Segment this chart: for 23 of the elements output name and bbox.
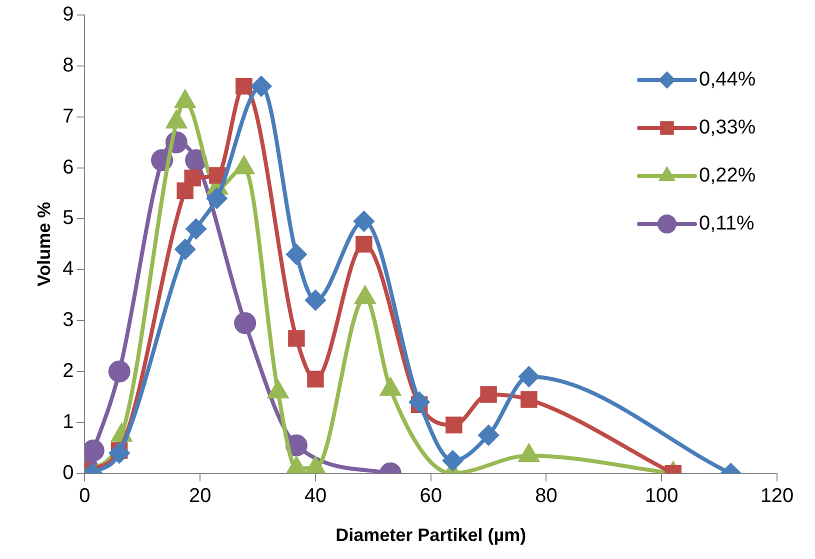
y-tick-label: 2	[62, 360, 74, 382]
y-tick-label: 0	[62, 462, 74, 484]
legend-label: 0,33%	[699, 116, 756, 139]
x-tick-label: 40	[304, 484, 327, 507]
x-axis-title: Diameter Partikel (µm)	[336, 525, 526, 546]
x-tick-label: 60	[420, 484, 442, 507]
x-tick-label: 100	[644, 484, 678, 507]
x-tick-label: 80	[535, 484, 558, 507]
y-tick-label: 7	[62, 105, 74, 128]
x-tick-label: 20	[188, 484, 212, 507]
y-tick-label: 6	[62, 156, 74, 178]
y-axis-title: Volume %	[34, 202, 54, 287]
x-tick-label: 0	[79, 484, 90, 507]
y-tick-label: 3	[62, 309, 74, 332]
legend-label: 0,22%	[699, 164, 756, 187]
legend-label: 0,44%	[699, 68, 756, 91]
y-tick-label: 9	[62, 4, 74, 26]
y-tick-label: 4	[62, 258, 74, 280]
y-tick-label: 5	[62, 207, 74, 230]
legend-label: 0,11%	[699, 212, 754, 235]
y-tick-label: 8	[62, 54, 74, 76]
x-tick-label: 120	[760, 484, 794, 507]
y-tick-label: 1	[62, 410, 74, 433]
